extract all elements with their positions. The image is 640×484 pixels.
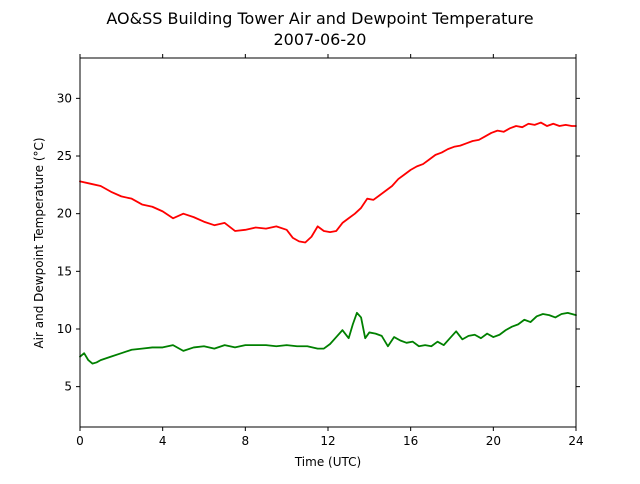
dewpoint-series-line <box>79 311 577 365</box>
x-tick-label: 4 <box>159 434 167 448</box>
x-tick-label: 24 <box>568 434 583 448</box>
x-axis-label: Time (UTC) <box>294 455 361 469</box>
y-tick-label: 10 <box>57 322 72 336</box>
plot-area <box>80 58 576 427</box>
air-series-line <box>79 121 577 244</box>
x-tick-label: 16 <box>403 434 418 448</box>
y-tick-label: 20 <box>57 207 72 221</box>
chart-title: AO&SS Building Tower Air and Dewpoint Te… <box>106 9 533 28</box>
x-tick-label: 0 <box>76 434 84 448</box>
y-tick-label: 5 <box>64 380 72 394</box>
y-tick-label: 30 <box>57 91 72 105</box>
series-layer <box>79 121 577 365</box>
x-tick-label: 20 <box>486 434 501 448</box>
x-tick-label: 8 <box>242 434 250 448</box>
x-tick-label: 12 <box>320 434 335 448</box>
y-axis-label: Air and Dewpoint Temperature (°C) <box>32 137 46 348</box>
plot-background <box>80 58 576 427</box>
axes-layer: 0 4 8 12 16 20 24 5 10 15 20 25 30 <box>57 54 584 448</box>
y-tick-label: 15 <box>57 264 72 278</box>
chart-subtitle: 2007-06-20 <box>274 30 367 49</box>
y-tick-label: 25 <box>57 149 72 163</box>
